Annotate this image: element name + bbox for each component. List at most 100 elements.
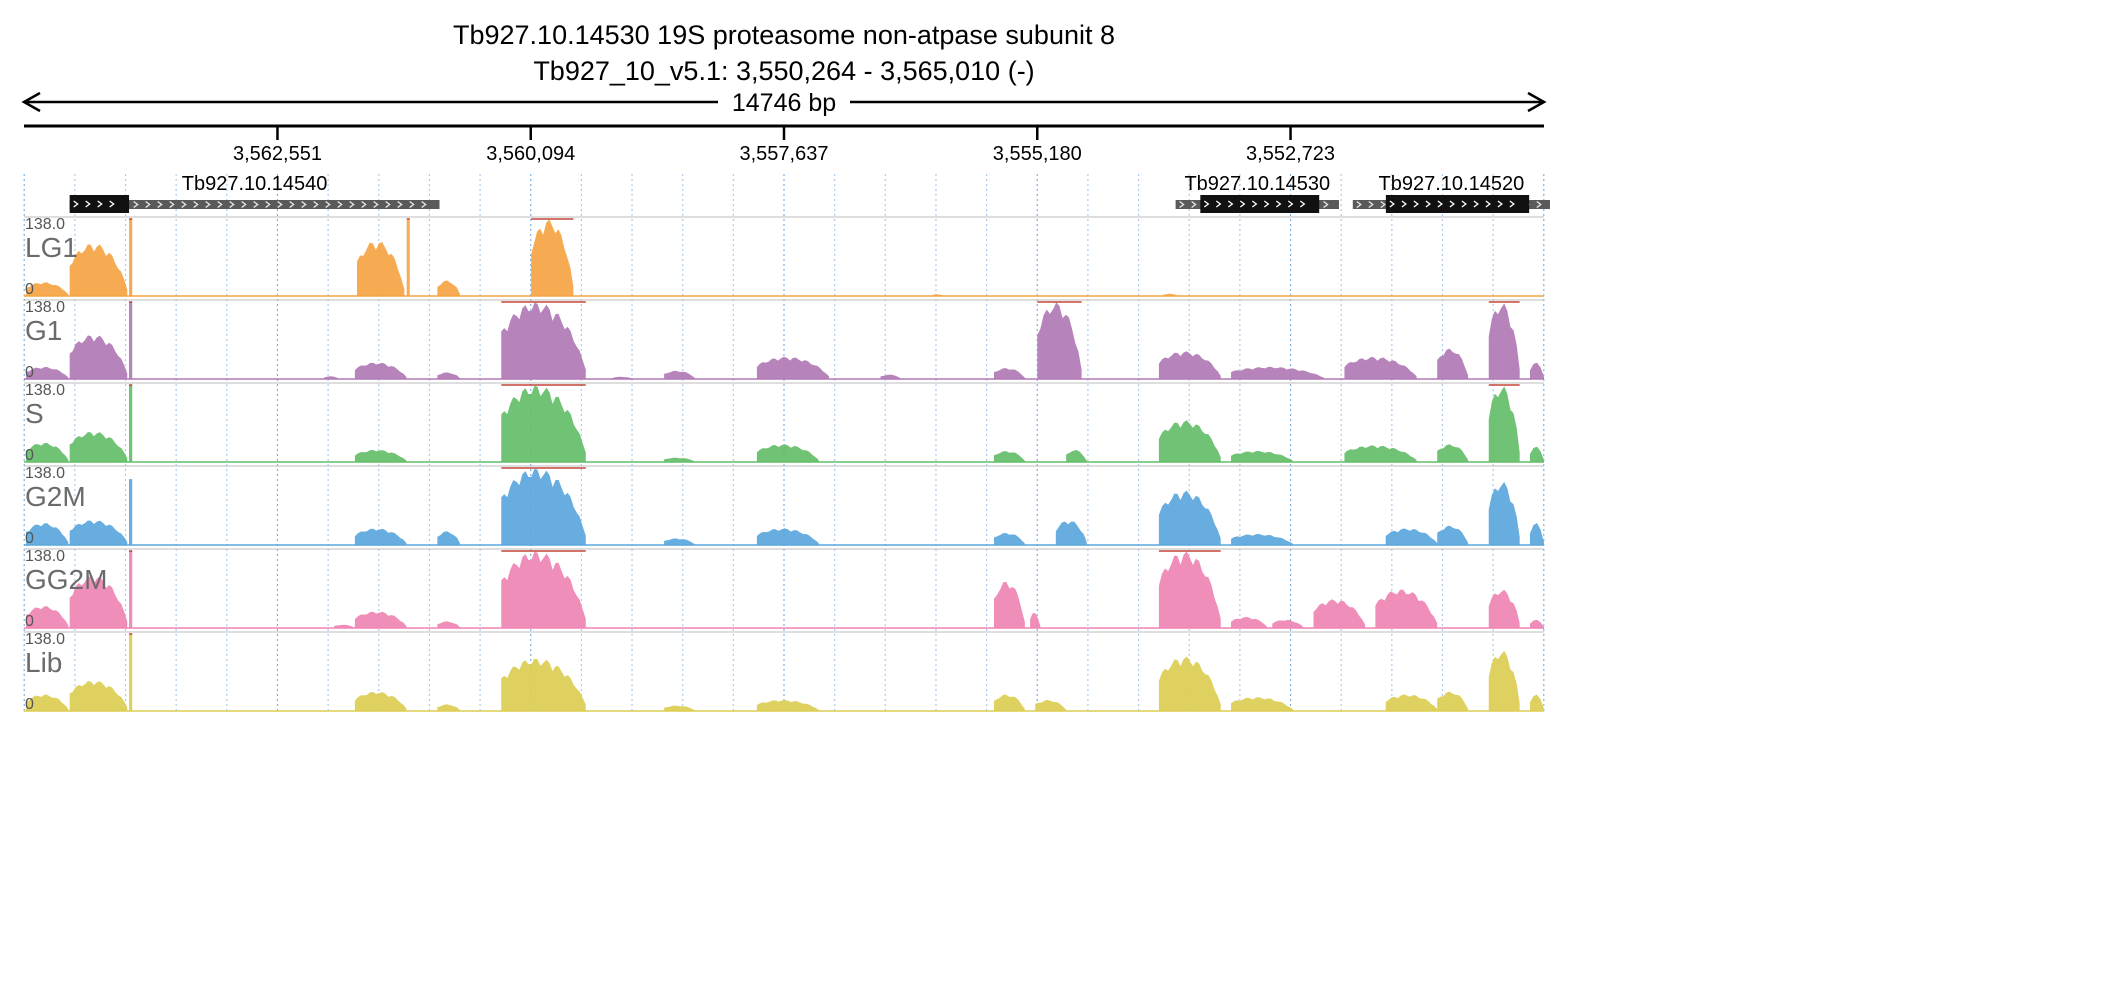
coverage-peak-gg2m-12 (1313, 599, 1366, 628)
gene-utr-0-chevron-21 (325, 200, 331, 209)
gene-cds-1-chevron-1 (1215, 200, 1222, 208)
gene-cds-2-chevron-4 (1437, 200, 1443, 208)
gene-utr-2-chevron-2 (1380, 200, 1386, 209)
coverage-peak-lib-5 (501, 658, 586, 711)
coverage-peak-lib-15 (1529, 694, 1544, 711)
clip-marker-g2m-5 (501, 467, 586, 469)
coverage-peak-g2m-8 (993, 533, 1025, 545)
gene-utr-0-chevron-14 (241, 200, 247, 209)
coverage-peak-s-14 (1529, 446, 1544, 462)
coverage-peak-s-2 (129, 385, 133, 462)
coverage-peak-lg1-3 (356, 242, 405, 296)
gene-cds-1-chevron-6 (1275, 200, 1282, 208)
coverage-peak-s-7 (993, 451, 1025, 462)
gene-utr-0-chevron-26 (385, 200, 391, 209)
gene-utr-0-chevron-7 (157, 200, 163, 209)
clip-marker-gg2m-6 (501, 550, 586, 552)
coverage-peak-g1-9 (756, 356, 830, 379)
gene-utr-0-chevron-11 (205, 200, 211, 209)
coverage-peak-g1-6 (501, 302, 586, 379)
gene-cds-1-chevron-2 (1227, 200, 1234, 208)
coverage-peak-g2m-12 (1385, 528, 1438, 545)
coverage-peak-g2m-1 (69, 520, 128, 545)
clip-marker-gg2m-2 (129, 550, 133, 552)
coverage-peak-gg2m-10 (1231, 616, 1268, 628)
clip-marker-lg1-4 (406, 218, 410, 220)
tick-label-4: 3,552,723 (1246, 143, 1335, 165)
coverage-peak-lg1-7 (932, 294, 945, 296)
coverage-peak-g1-13 (1158, 351, 1221, 379)
gene-cds-2-chevron-1 (1401, 200, 1407, 208)
gene-utr-2-chevron-0 (1356, 200, 1362, 209)
track-ymax-label-1: 138.0 (25, 299, 65, 316)
span-arrow-right-head (1527, 91, 1547, 113)
track-ymin-label-5: 0 (25, 696, 34, 713)
gene-2: Tb927.10.14520 (1352, 173, 1550, 213)
coverage-peak-gg2m-15 (1529, 619, 1544, 628)
clip-marker-g1-2 (129, 301, 133, 303)
coverage-peak-gg2m-11 (1272, 619, 1304, 628)
gene-cds-0-chevron-0 (73, 200, 79, 208)
coverage-peak-gg2m-8 (1030, 613, 1041, 628)
clip-marker-s-13 (1488, 384, 1520, 386)
coverage-peak-lg1-8 (1163, 293, 1179, 296)
coverage-peak-s-10 (1231, 450, 1293, 462)
coverage-peak-gg2m-0 (26, 606, 69, 628)
coverage-peak-g1-16 (1437, 348, 1469, 379)
gene-utr-0-chevron-27 (397, 200, 403, 209)
track-name-0: LG1 (25, 232, 78, 263)
coverage-peak-g2m-6 (664, 538, 696, 545)
coverage-peak-s-8 (1066, 450, 1087, 462)
coverage-peak-lib-4 (437, 704, 461, 711)
gene-cds-2-chevron-6 (1461, 200, 1467, 208)
gene-cds-2-chevron-9 (1497, 200, 1503, 208)
gene-utr-1-chevron-0 (1179, 200, 1185, 209)
coverage-peak-lib-13 (1437, 691, 1469, 711)
coverage-peak-gg2m-2 (129, 551, 133, 628)
gene-utr-0-chevron-8 (169, 200, 175, 209)
track-ymin-label-2: 0 (25, 447, 34, 464)
tick-label-1: 3,560,094 (486, 143, 575, 165)
coverage-peak-lib-0 (26, 694, 69, 711)
coverage-peak-s-6 (756, 444, 819, 462)
coverage-peak-g1-18 (1529, 362, 1544, 379)
gene-cds-1-chevron-8 (1299, 200, 1306, 208)
track-name-1: G1 (25, 315, 62, 346)
gene-label-2: Tb927.10.14520 (1379, 173, 1525, 195)
coverage-peak-g1-14 (1231, 366, 1324, 379)
coverage-peak-lib-6 (664, 705, 696, 711)
track-lg1: 138.0 0 LG1 (24, 216, 1544, 298)
clip-marker-g1-6 (501, 301, 586, 303)
coverage-peak-lib-14 (1488, 650, 1520, 711)
clip-marker-s-2 (129, 384, 133, 386)
coverage-peak-g2m-7 (756, 528, 819, 545)
track-g2m: 138.0 0 G2M (24, 465, 1544, 547)
gene-utr-0-chevron-22 (337, 200, 343, 209)
track-s: 138.0 0 S (24, 382, 1544, 464)
gene-utr-2-chevron-1 (1368, 200, 1374, 209)
coverage-peak-g2m-14 (1488, 482, 1520, 545)
gene-cds-0 (69, 195, 130, 213)
track-name-2: S (25, 398, 44, 429)
coverage-peak-lib-7 (756, 699, 819, 711)
coverage-peak-s-12 (1437, 444, 1469, 462)
coverage-peak-lib-11 (1231, 697, 1293, 711)
coverage-peak-gg2m-9 (1158, 551, 1221, 628)
track-g1: 138.0 0 G1 (24, 299, 1544, 381)
coverage-peak-s-9 (1158, 420, 1221, 462)
coverage-peak-lib-9 (1035, 699, 1067, 711)
clip-marker-lib-2 (129, 633, 133, 635)
track-ymax-label-5: 138.0 (25, 631, 65, 648)
coverage-peak-lib-12 (1385, 694, 1438, 711)
coverage-peak-g2m-4 (437, 531, 461, 545)
gene-utr-0-chevron-18 (289, 200, 295, 209)
coverage-peak-s-4 (501, 385, 586, 462)
coverage-peak-g1-8 (664, 370, 696, 379)
coverage-peak-gg2m-13 (1375, 589, 1438, 628)
tick-label-3: 3,555,180 (993, 143, 1082, 165)
coverage-peak-lg1-2 (129, 219, 133, 296)
span-length-label: 14746 bp (732, 89, 836, 117)
coverage-peak-gg2m-5 (437, 621, 461, 628)
coverage-peak-s-13 (1488, 386, 1520, 462)
gene-cds-1-chevron-3 (1239, 200, 1246, 208)
